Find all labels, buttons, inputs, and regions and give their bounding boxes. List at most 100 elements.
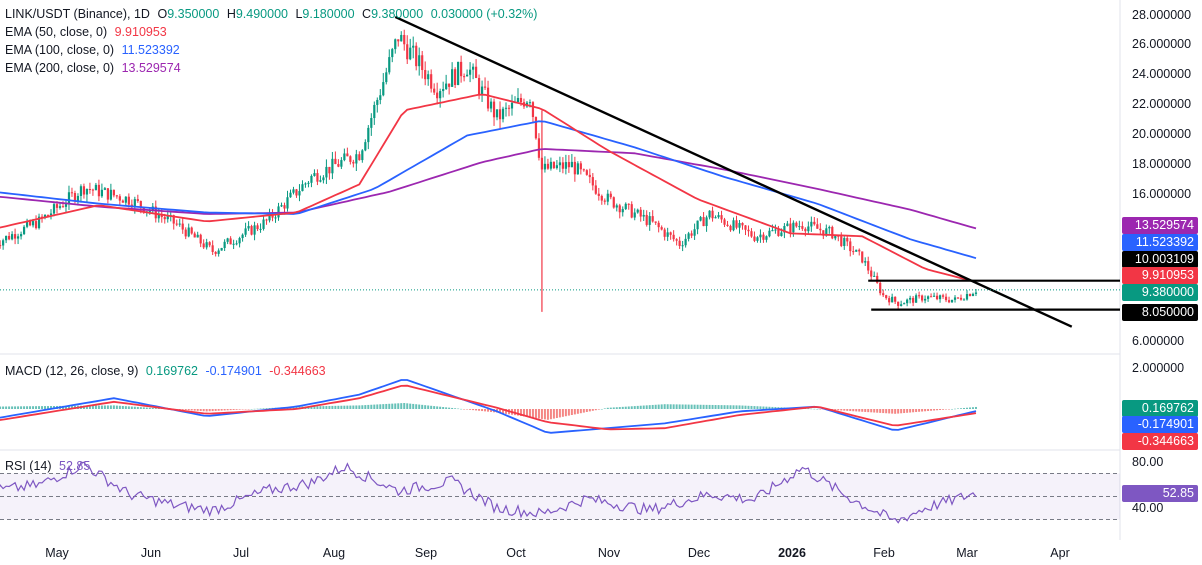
macd-histogram-bar [232,409,235,410]
macd-histogram-bar [756,406,759,409]
candle-body [645,214,648,225]
candle-body [133,199,136,208]
candle-body [451,69,454,87]
macd-histogram-bar [50,406,53,409]
macd-histogram-bar [418,404,421,409]
macd-histogram-bar [223,409,226,411]
macd-histogram-bar [35,406,38,409]
rsi-axis-tick: 80.00 [1132,455,1164,469]
macd-histogram-bar [930,409,933,411]
candle-body [2,240,5,246]
candle-body [367,127,370,143]
candle-body [283,205,286,209]
candle-body [211,245,214,252]
candle-body [867,261,870,271]
candle-body [382,82,385,96]
macd-histogram-bar [220,409,223,411]
candle-body [747,229,750,232]
macd-histogram-bar [846,409,849,411]
macd-histogram-bar [855,409,858,412]
ema50-line [0,93,977,283]
candle-body [8,235,11,240]
macd-histogram-bar [534,409,537,419]
candle-body [148,211,151,213]
candle-body [771,230,774,232]
candle-body [495,109,499,118]
ema50-legend[interactable]: EMA (50, close, 0) 9.910953 [5,23,171,41]
candle-body [361,150,364,161]
candle-body [73,193,77,201]
candle-body [738,223,741,228]
macd-histogram-bar [960,408,963,409]
symbol-legend: LINK/USDT (Binance), 1D O9.350000 H9.490… [5,5,541,23]
ema200-legend[interactable]: EMA (200, close, 0) 13.529574 [5,59,185,77]
macd-histogram-bar [891,409,894,414]
candle-body [971,293,975,296]
candle-body [106,188,109,200]
macd-histogram-bar [148,407,151,409]
rsi-legend[interactable]: RSI (14) 52.85 [5,457,94,475]
macd-histogram-bar [528,409,531,418]
macd-histogram-bar [906,409,909,413]
macd-histogram-bar [600,409,603,410]
candle-body [582,169,585,171]
candle-body [909,297,912,300]
candle-body [181,223,184,230]
candle-body [352,161,355,164]
macd-legend[interactable]: MACD (12, 26, close, 9) 0.169762 -0.1749… [5,362,330,380]
candle-body [235,243,238,245]
candle-body [693,229,696,236]
candle-body [457,61,460,85]
macd-histogram-bar [549,409,552,420]
candle-body [223,241,226,249]
macd-histogram-bar [861,409,864,412]
candle-body [124,196,127,203]
candle-body [780,232,783,236]
macd-histogram-bar [454,408,457,409]
time-axis-tick: May [45,546,69,560]
ema100-legend[interactable]: EMA (100, close, 0) 11.523392 [5,41,184,59]
candle-body [58,206,62,208]
candle-body [253,225,256,235]
candle-body [325,166,328,178]
candle-body [570,161,573,168]
macd-histogram-bar [630,406,633,409]
candle-body [94,184,98,191]
candle-body [828,226,831,229]
time-axis-tick: Jun [140,546,162,560]
macd-histogram-bar [259,408,262,410]
candle-body [965,294,969,300]
candle-body [46,214,50,216]
macd-histogram-bar [939,409,942,411]
macd-histogram-bar [690,404,693,409]
macd-histogram-bar [744,405,747,409]
candle-body [846,238,849,242]
price-axis-tick: 28.000000 [1132,8,1192,22]
candle-body [418,55,421,67]
macd-histogram-bar [469,409,472,410]
macd-histogram-bar [32,406,35,409]
time-axis-tick: Feb [873,546,895,560]
macd-histogram-bar [597,409,600,410]
macd-histogram-bar [585,409,588,412]
candle-body [825,228,828,236]
candle-body [100,189,104,197]
macd-histogram-bar [106,405,109,409]
candle-body [82,186,86,195]
candle-body [744,225,747,230]
macd-histogram-bar [963,407,966,409]
macd-histogram-bar [361,405,364,409]
candle-body [660,227,663,230]
candle-body [187,227,190,237]
macd-histogram-bar [484,409,487,412]
macd-histogram-bar [91,405,94,409]
macd-histogram-bar [933,409,936,411]
price-axis-tick: 22.000000 [1132,97,1192,111]
macd-histogram-bar [870,409,873,413]
macd-histogram-bar [415,404,418,409]
candle-body [774,229,777,231]
candle-body [319,180,322,182]
candle-body [720,215,723,220]
macd-histogram-bar [442,407,445,409]
